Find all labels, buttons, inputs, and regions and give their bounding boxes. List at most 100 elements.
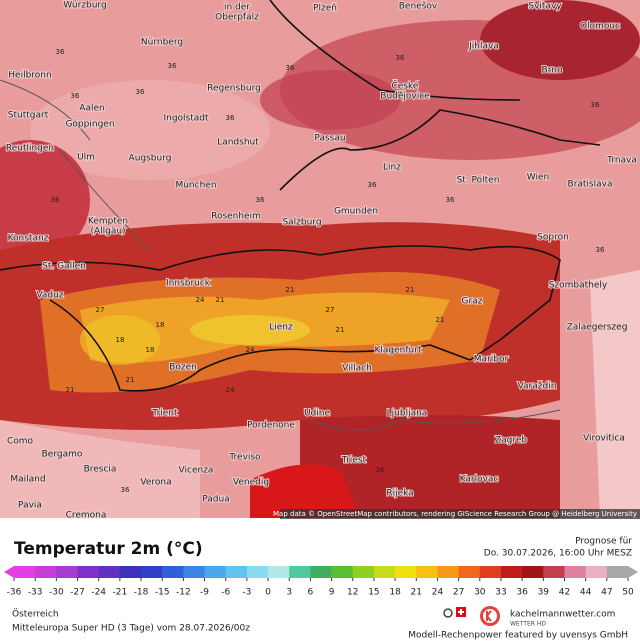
- city-label: Brno: [542, 66, 563, 76]
- legend-swatch: [183, 566, 206, 578]
- city-label: Karlovac: [460, 475, 499, 485]
- legend-swatch: [204, 566, 227, 578]
- temperature-label: 36: [591, 101, 600, 109]
- legend-swatch: [479, 566, 502, 578]
- city-label: Augsburg: [129, 154, 172, 164]
- legend-swatch: [162, 566, 184, 578]
- legend-tick-label: -36: [7, 588, 22, 598]
- city-label: Reutlingen: [6, 144, 54, 154]
- legend-tick-label: -27: [70, 588, 85, 598]
- model-run: Mitteleuropa Super HD (3 Tage) vom 28.07…: [12, 624, 250, 634]
- city-label: Trnava: [606, 156, 637, 166]
- city-label: Venedig: [233, 478, 269, 488]
- city-label: Vicenza: [179, 466, 214, 476]
- city-label: Olomouc: [580, 22, 620, 32]
- city-label: Ljubljana: [387, 409, 428, 419]
- legend-swatch: [500, 566, 523, 578]
- city-label: Lienz: [269, 323, 293, 333]
- legend-tick-label: -15: [155, 588, 170, 598]
- city-label: Zalaegerszeg: [567, 323, 628, 333]
- legend-tick-label: -18: [134, 588, 149, 598]
- city-label: Linz: [383, 163, 401, 173]
- city-label: Brescia: [84, 465, 117, 475]
- city-label: Bratislava: [568, 180, 613, 190]
- city-label: in der: [224, 3, 250, 13]
- city-label: Svitavy: [528, 2, 562, 12]
- city-label: Aalen: [79, 104, 104, 114]
- city-label: Verona: [140, 478, 171, 488]
- logo: [443, 606, 500, 626]
- city-label: Bergamo: [42, 450, 83, 460]
- legend-tick-label: -12: [176, 588, 191, 598]
- city-label: Heilbronn: [8, 71, 51, 81]
- city-label: Gmunden: [334, 207, 378, 217]
- temperature-label: 36: [396, 54, 405, 62]
- city-label: Trient: [151, 409, 178, 419]
- legend-tick-label: 21: [411, 588, 422, 598]
- city-label: Budějovice: [380, 92, 430, 102]
- legend-tick-label: -33: [28, 588, 43, 598]
- legend-swatch: [14, 566, 36, 578]
- city-label: Jihlava: [468, 42, 499, 52]
- legend-swatch: [437, 566, 460, 578]
- temperature-label: 27: [326, 306, 335, 314]
- legend-tick-label: -6: [221, 588, 230, 598]
- temperature-label: 24: [246, 346, 255, 354]
- temperature-labels: 36 36 36 36 36 36 36 36 36 36 36 36 36 36 36 21 18 24 27 21…: [51, 48, 605, 494]
- legend-swatch: [373, 566, 396, 578]
- temperature-label: 36: [256, 196, 265, 204]
- forecast-time: Do. 30.07.2026, 16:00 Uhr MESZ: [484, 549, 632, 559]
- temperature-label: 24: [196, 296, 205, 304]
- city-label: Graz: [462, 297, 483, 307]
- temperature-label: 36: [226, 114, 235, 122]
- legend-tick-label: 24: [432, 588, 444, 598]
- legend-arrow-left: [4, 566, 14, 578]
- city-label: St. Gallen: [42, 262, 86, 272]
- legend-swatch: [141, 566, 163, 578]
- temperature-label: 36: [446, 196, 455, 204]
- credit: Modell-Rechenpower featured by uvensys G…: [408, 631, 628, 641]
- city-label: Göppingen: [65, 120, 114, 130]
- legend-swatch: [331, 566, 354, 578]
- legend-swatch: [585, 566, 608, 578]
- temperature-label: 18: [116, 336, 125, 344]
- legend-swatch: [98, 566, 121, 578]
- temperature-label: 18: [146, 346, 155, 354]
- legend-swatch: [289, 566, 311, 578]
- temperature-label: 21: [126, 376, 135, 384]
- city-label: Klagenfurt: [375, 346, 422, 356]
- legend-tick-label: 44: [580, 588, 592, 598]
- city-label: Virovitica: [583, 434, 625, 444]
- city-label: Landshut: [217, 138, 259, 148]
- city-label: Triest: [341, 456, 367, 466]
- city-label: Plzeň: [313, 3, 337, 14]
- city-label: Kempten: [88, 217, 128, 227]
- city-label: Oberpfalz: [215, 13, 259, 23]
- city-label: Wien: [527, 173, 549, 183]
- temperature-label: 36: [596, 246, 605, 254]
- legend-tick-label: 9: [329, 588, 335, 598]
- city-label: Konstanz: [8, 234, 49, 244]
- forecast-label: Prognose für: [575, 537, 632, 547]
- legend-tick-label: 33: [495, 588, 506, 598]
- map-attribution: Map data © OpenStreetMap contributors, r…: [273, 510, 637, 518]
- city-label: Szombathely: [549, 281, 608, 291]
- temperature-label: 21: [436, 316, 445, 324]
- temperature-label: 21: [216, 296, 225, 304]
- legend-tick-label: 39: [538, 588, 550, 598]
- city-label: Regensburg: [207, 84, 261, 94]
- legend-swatch: [352, 566, 375, 578]
- legend-swatch: [458, 566, 481, 578]
- legend-tick-label: -9: [200, 588, 209, 598]
- legend-tick-label: 47: [601, 588, 612, 598]
- city-label: Varaždin: [518, 382, 557, 392]
- city-label: Udine: [304, 409, 331, 419]
- temperature-label: 36: [376, 466, 385, 474]
- legend-tick-label: 12: [347, 588, 358, 598]
- city-label: Ingolstadt: [163, 114, 209, 124]
- legend-tick-label: 50: [622, 588, 634, 598]
- city-label: Pavia: [18, 501, 42, 511]
- city-label: Salzburg: [282, 218, 321, 228]
- legend-swatch: [310, 566, 333, 578]
